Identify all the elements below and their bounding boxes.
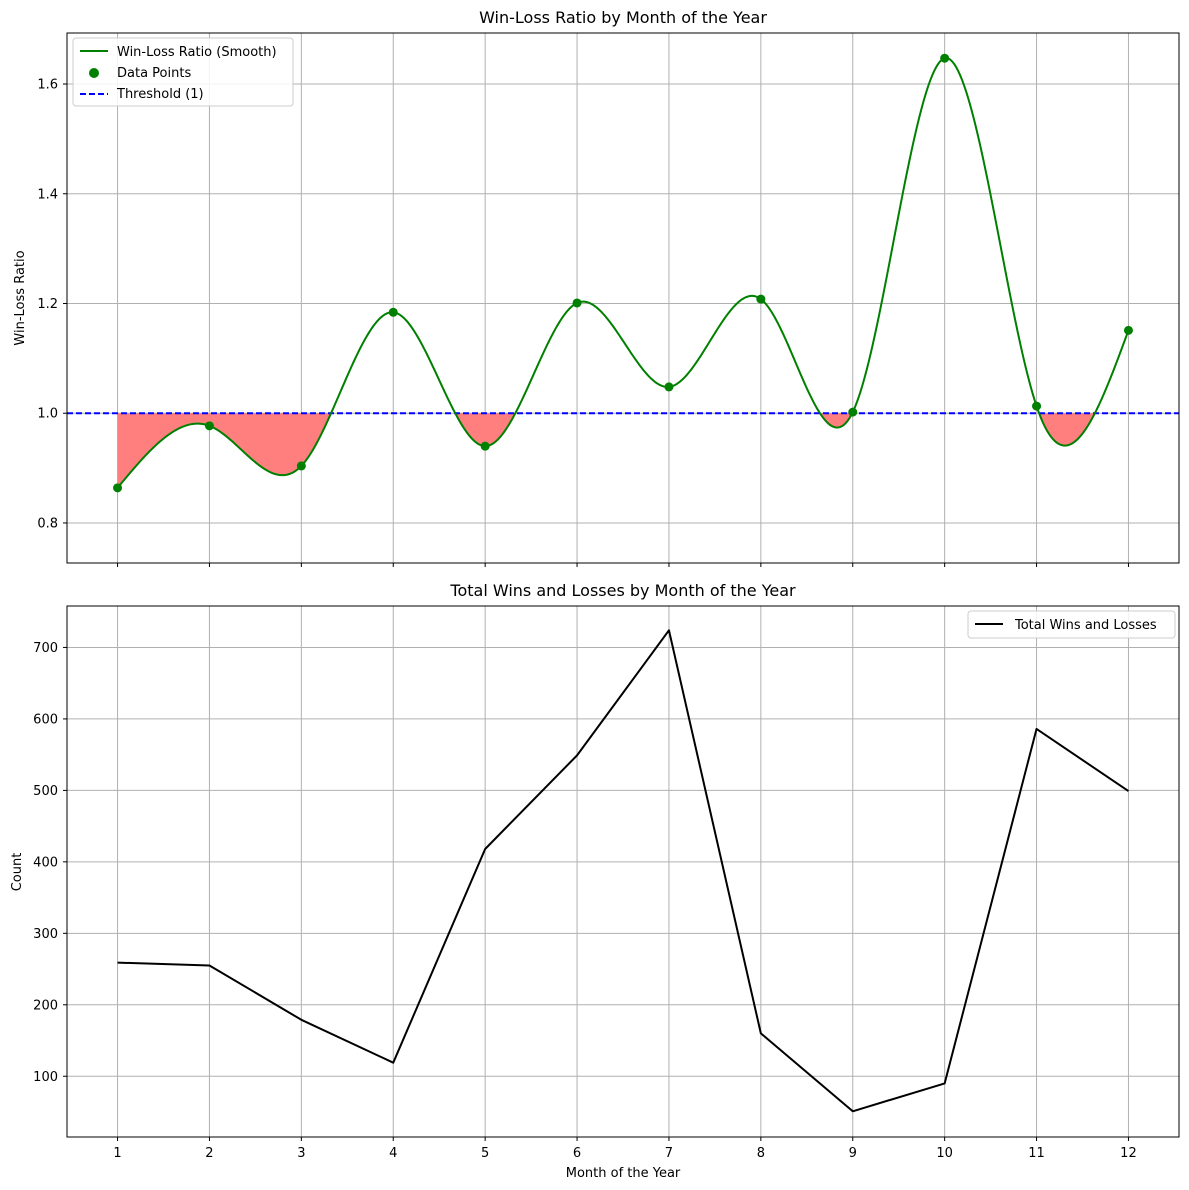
totals-x-tick-label: 2 (205, 1146, 213, 1161)
totals-x-tick-label: 10 (936, 1146, 953, 1161)
ratio-series (116, 57, 1130, 489)
totals-x-tick-label: 5 (481, 1146, 489, 1161)
totals-x-tick-label: 3 (297, 1146, 305, 1161)
ratio-plot-frame (66, 32, 1180, 564)
ratio-x-ticks (117, 563, 1129, 567)
ratio-data-point (204, 421, 214, 431)
totals-y-tick-label: 200 (33, 998, 58, 1013)
totals-x-tick-label: 11 (1028, 1146, 1045, 1161)
totals-y-tick-label: 400 (33, 855, 58, 870)
below-threshold-region (117, 413, 332, 488)
totals-x-axis-label: Month of the Year (566, 1166, 681, 1181)
ratio-data-point (296, 461, 306, 471)
totals-x-tick-label: 6 (573, 1146, 581, 1161)
totals-legend: Total Wins and Losses (967, 610, 1176, 639)
ratio-data-point (940, 53, 950, 63)
ratio-y-tick-label: 1.4 (37, 187, 58, 202)
totals-line (117, 629, 1130, 1113)
below-threshold-region (455, 413, 516, 447)
ratio-y-tick-label: 0.8 (37, 516, 58, 531)
totals-x-tick-label: 8 (757, 1146, 765, 1161)
ratio-data-point (480, 441, 490, 451)
totals-y-ticks: 100 200 300 400 500 600 700 (33, 641, 67, 1085)
legend-threshold-label: Threshold (1) (116, 87, 204, 102)
ratio-data-point (1123, 325, 1133, 335)
smooth-ratio-line (116, 57, 1130, 489)
ratio-data-point (1032, 401, 1042, 411)
legend-smooth-line-label: Win-Loss Ratio (Smooth) (117, 45, 277, 60)
totals-y-tick-label: 500 (33, 784, 58, 799)
totals-grid (67, 606, 1179, 1137)
totals-y-tick-label: 600 (33, 712, 58, 727)
totals-x-tick-label: 1 (113, 1146, 121, 1161)
below-threshold-fill (117, 413, 1095, 488)
ratio-chart-title: Win-Loss Ratio by Month of the Year (479, 8, 767, 27)
legend-data-points-swatch (89, 68, 99, 78)
ratio-y-axis-label: Win-Loss Ratio (13, 250, 28, 345)
ratio-data-point (113, 483, 123, 493)
ratio-data-points (113, 53, 1133, 493)
totals-x-tick-label: 9 (849, 1146, 857, 1161)
totals-y-tick-label: 700 (33, 641, 58, 656)
ratio-legend: Win-Loss Ratio (Smooth) Data Points Thre… (72, 37, 294, 107)
legend-totals-label: Total Wins and Losses (1014, 618, 1157, 633)
ratio-grid (67, 33, 1179, 563)
totals-chart-title: Total Wins and Losses by Month of the Ye… (449, 581, 796, 600)
ratio-data-point (848, 407, 858, 417)
totals-y-axis-label: Count (10, 853, 25, 892)
ratio-y-ticks: 0.8 1.0 1.2 1.4 1.6 (37, 78, 67, 531)
totals-x-tick-label: 4 (389, 1146, 397, 1161)
ratio-y-tick-label: 1.2 (37, 297, 58, 312)
totals-series (117, 629, 1130, 1113)
ratio-y-tick-label: 1.0 (37, 407, 58, 422)
ratio-data-point (756, 294, 766, 304)
legend-data-points-label: Data Points (117, 66, 191, 81)
totals-x-ticks: 1 2 3 4 5 6 7 8 9 10 11 12 (113, 1137, 1137, 1161)
totals-x-tick-label: 12 (1120, 1146, 1137, 1161)
totals-y-tick-label: 100 (33, 1070, 58, 1085)
totals-plot-frame (66, 605, 1180, 1138)
totals-x-tick-label: 7 (665, 1146, 673, 1161)
totals-y-tick-label: 300 (33, 927, 58, 942)
ratio-chart: 0.8 1.0 1.2 1.4 1.6 Win-Loss Ratio by Month … (13, 8, 1180, 567)
ratio-data-point (388, 307, 398, 317)
below-threshold-region (1039, 413, 1095, 446)
ratio-y-tick-label: 1.6 (37, 78, 58, 93)
ratio-data-point (664, 382, 674, 392)
ratio-data-point (572, 298, 582, 308)
